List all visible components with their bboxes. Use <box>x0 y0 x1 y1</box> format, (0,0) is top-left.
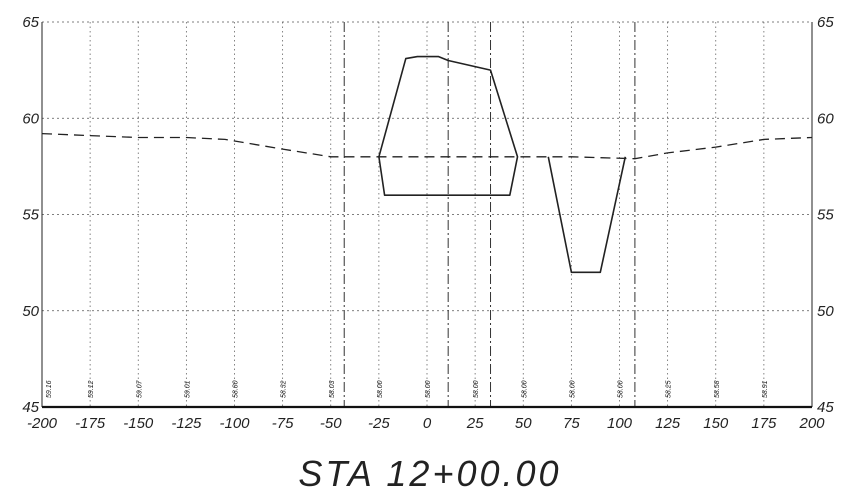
x-tick-label: -150 <box>123 415 154 432</box>
elevation-label: 59.07 <box>136 379 143 398</box>
elevation-label: 58.00 <box>521 380 528 398</box>
x-tick-label: 125 <box>655 415 681 432</box>
station-label: STA 12+00.00 <box>298 453 561 494</box>
x-tick-label: 200 <box>798 415 825 432</box>
x-tick-label: 175 <box>751 415 777 432</box>
y-tick-label-left: 60 <box>22 110 39 127</box>
y-tick-label-left: 50 <box>22 303 39 320</box>
plot-frame <box>41 22 813 409</box>
y-tick-label-left: 65 <box>22 14 39 31</box>
x-tick-label: 150 <box>703 415 729 432</box>
x-tick-label: -100 <box>219 415 250 432</box>
x-tick-labels: -200 -175 -150 -125 -100 -75 -50 -25 0 25 50 75 100 1… <box>27 415 825 432</box>
x-tick-label: -125 <box>171 415 202 432</box>
y-tick-labels: 45 45 50 50 55 55 60 60 65 65 <box>22 14 834 416</box>
y-tick-label-left: 45 <box>22 399 39 416</box>
x-tick-label: -175 <box>75 415 106 432</box>
elevation-labels: 59.16 59.12 59.07 59.01 58.80 58.32 58.03 58.00… <box>46 379 769 398</box>
elevation-label: 58.00 <box>569 380 576 398</box>
y-tick-label-left: 55 <box>22 207 39 224</box>
x-tick-label: 100 <box>607 415 633 432</box>
y-tick-label-right: 55 <box>817 207 834 224</box>
elevation-label: 58.00 <box>425 380 432 398</box>
x-tick-label: -25 <box>368 415 390 432</box>
alignment-lines <box>343 22 636 407</box>
elevation-label: 58.00 <box>473 380 480 398</box>
elevation-label: 58.00 <box>618 380 625 398</box>
elevation-label: 58.32 <box>281 380 288 398</box>
elevation-label: 58.58 <box>714 380 721 398</box>
elevation-label: 58.03 <box>329 380 336 398</box>
x-tick-label: 25 <box>466 415 484 432</box>
x-tick-label: -200 <box>27 415 58 432</box>
y-tick-label-right: 60 <box>817 110 834 127</box>
x-tick-label: -75 <box>272 415 294 432</box>
x-tick-label: 50 <box>515 415 532 432</box>
profile-lines <box>41 55 813 274</box>
x-tick-label: -50 <box>320 415 342 432</box>
elevation-label: 58.80 <box>233 380 240 398</box>
elevation-label: 59.12 <box>88 380 95 398</box>
grid <box>41 21 813 408</box>
y-tick-label-right: 65 <box>817 14 834 31</box>
elevation-label: 58.00 <box>377 380 384 398</box>
profile-line-2 <box>547 156 627 274</box>
y-tick-label-right: 50 <box>817 303 834 320</box>
y-tick-label-right: 45 <box>817 399 834 416</box>
elevation-label: 59.16 <box>46 380 53 398</box>
elevation-label: 59.01 <box>184 380 191 398</box>
elevation-label: 58.25 <box>666 380 673 398</box>
elevation-label: 58.91 <box>762 380 769 398</box>
profile-line-0 <box>41 132 813 160</box>
x-tick-label: 0 <box>423 415 432 432</box>
profile-line-1 <box>378 55 519 196</box>
x-tick-label: 75 <box>563 415 580 432</box>
